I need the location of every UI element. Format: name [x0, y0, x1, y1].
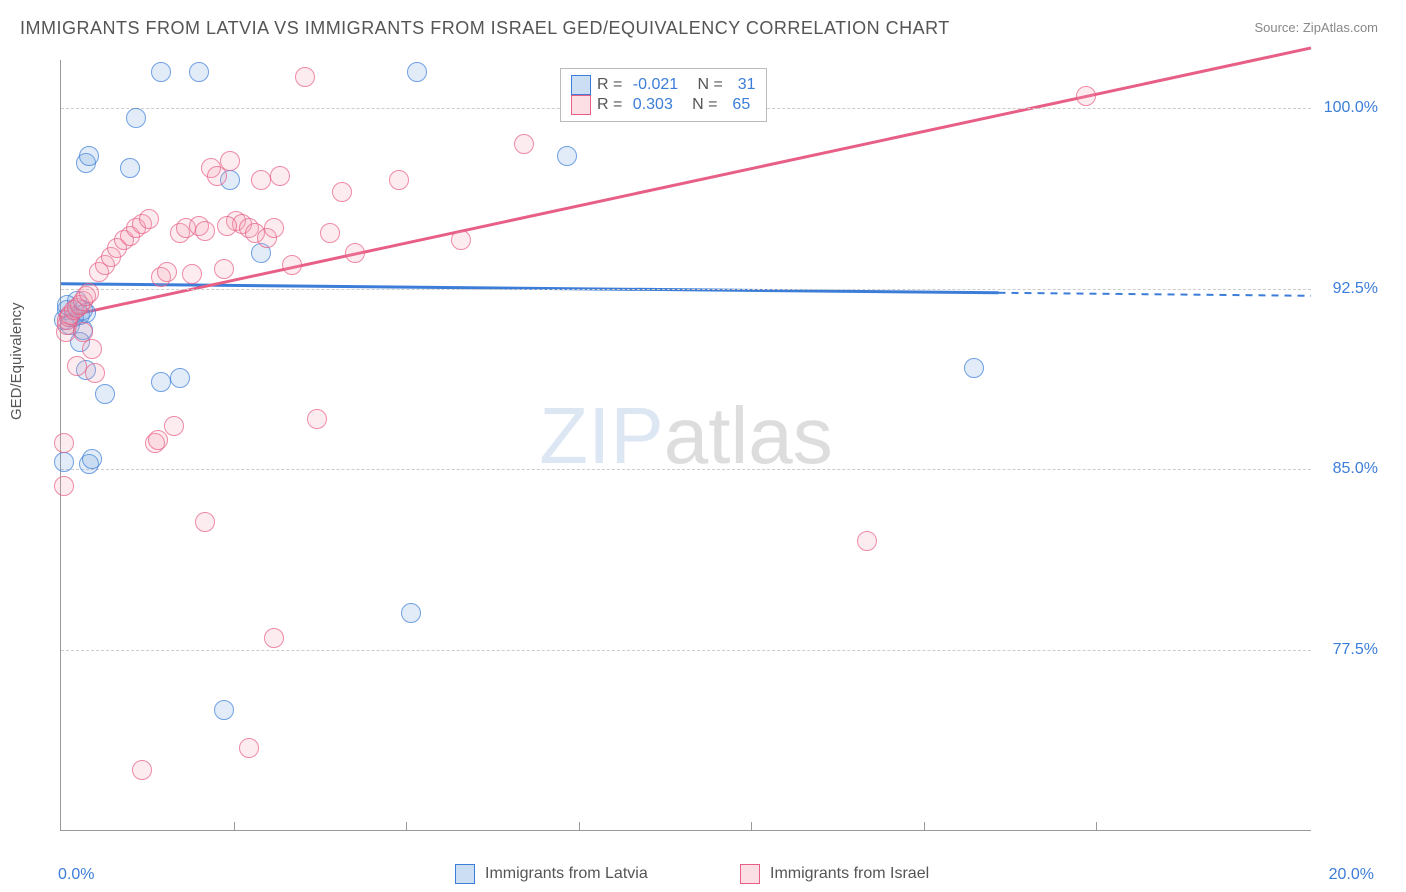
legend-swatch	[740, 864, 760, 884]
scatter-point	[182, 264, 202, 284]
scatter-point	[164, 416, 184, 436]
scatter-point	[54, 452, 74, 472]
x-tick-minor	[234, 822, 235, 830]
scatter-point	[401, 603, 421, 623]
x-tick-minor	[751, 822, 752, 830]
scatter-point	[220, 151, 240, 171]
scatter-point	[282, 255, 302, 275]
chart-container: IMMIGRANTS FROM LATVIA VS IMMIGRANTS FRO…	[0, 0, 1406, 892]
bottom-legend-item: Immigrants from Israel	[740, 864, 929, 884]
x-tick-minor	[406, 822, 407, 830]
scatter-point	[95, 384, 115, 404]
legend-swatch	[455, 864, 475, 884]
bottom-legend-label: Immigrants from Latvia	[485, 865, 648, 883]
scatter-point	[295, 67, 315, 87]
scatter-point	[239, 738, 259, 758]
y-tick-label: 85.0%	[1333, 460, 1378, 478]
legend-n-value: 31	[738, 76, 756, 94]
scatter-point	[54, 476, 74, 496]
scatter-point	[1076, 86, 1096, 106]
scatter-point	[195, 221, 215, 241]
x-tick-right: 20.0%	[1329, 866, 1374, 884]
scatter-point	[54, 433, 74, 453]
scatter-point	[85, 363, 105, 383]
y-tick-label: 92.5%	[1333, 280, 1378, 298]
correlation-legend-box: R = -0.021 N = 31R = 0.303 N = 65	[560, 68, 767, 122]
scatter-point	[389, 170, 409, 190]
scatter-point	[451, 230, 471, 250]
scatter-point	[307, 409, 327, 429]
scatter-point	[79, 146, 99, 166]
scatter-point	[157, 262, 177, 282]
scatter-point	[73, 322, 93, 342]
scatter-point	[264, 218, 284, 238]
legend-n-label: N =	[679, 96, 727, 114]
watermark-zip: ZIP	[539, 391, 663, 480]
y-axis-label: GED/Equivalency	[8, 302, 25, 420]
legend-row: R = 0.303 N = 65	[571, 95, 756, 115]
x-tick-minor	[924, 822, 925, 830]
scatter-point	[514, 134, 534, 154]
scatter-point	[195, 512, 215, 532]
bottom-legend-label: Immigrants from Israel	[770, 865, 929, 883]
gridline	[61, 289, 1311, 290]
scatter-point	[148, 430, 168, 450]
legend-r-value: 0.303	[633, 96, 673, 114]
x-tick-left: 0.0%	[58, 866, 94, 884]
scatter-point	[139, 209, 159, 229]
scatter-point	[189, 62, 209, 82]
scatter-point	[407, 62, 427, 82]
legend-row: R = -0.021 N = 31	[571, 75, 756, 95]
scatter-point	[320, 223, 340, 243]
scatter-point	[82, 339, 102, 359]
gridline	[61, 469, 1311, 470]
legend-n-label: N =	[684, 76, 732, 94]
legend-swatch	[571, 95, 591, 115]
scatter-point	[345, 243, 365, 263]
trend-lines-svg	[61, 60, 1311, 830]
chart-source: Source: ZipAtlas.com	[1254, 20, 1378, 35]
scatter-point	[79, 283, 99, 303]
scatter-point	[557, 146, 577, 166]
y-tick-label: 100.0%	[1324, 99, 1378, 117]
y-tick-label: 77.5%	[1333, 641, 1378, 659]
scatter-point	[126, 108, 146, 128]
scatter-point	[82, 449, 102, 469]
watermark: ZIPatlas	[539, 390, 832, 482]
scatter-point	[151, 62, 171, 82]
legend-n-value: 65	[732, 96, 750, 114]
scatter-point	[251, 170, 271, 190]
legend-r-value: -0.021	[633, 76, 678, 94]
x-tick-minor	[1096, 822, 1097, 830]
chart-title: IMMIGRANTS FROM LATVIA VS IMMIGRANTS FRO…	[20, 18, 950, 39]
bottom-legend-item: Immigrants from Latvia	[455, 864, 648, 884]
scatter-point	[214, 700, 234, 720]
legend-r-label: R =	[597, 96, 627, 114]
scatter-point	[214, 259, 234, 279]
scatter-point	[132, 760, 152, 780]
watermark-atlas: atlas	[664, 391, 833, 480]
legend-r-label: R =	[597, 76, 627, 94]
gridline	[61, 650, 1311, 651]
plot-area: ZIPatlas	[60, 60, 1311, 831]
legend-swatch	[571, 75, 591, 95]
x-tick-minor	[579, 822, 580, 830]
scatter-point	[964, 358, 984, 378]
scatter-point	[217, 216, 237, 236]
scatter-point	[857, 531, 877, 551]
scatter-point	[170, 368, 190, 388]
scatter-point	[332, 182, 352, 202]
scatter-point	[151, 372, 171, 392]
scatter-point	[264, 628, 284, 648]
scatter-point	[120, 158, 140, 178]
scatter-point	[270, 166, 290, 186]
scatter-point	[67, 356, 87, 376]
